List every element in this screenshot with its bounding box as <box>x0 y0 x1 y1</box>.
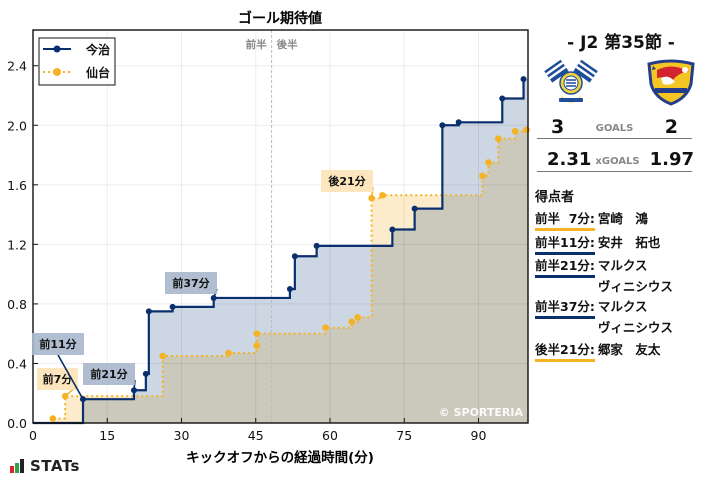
scorer-time: 前半11分: <box>535 232 595 255</box>
home-xg: 2.31 <box>547 149 592 170</box>
away-shot-marker <box>485 159 492 166</box>
away-shot-marker <box>523 126 530 134</box>
annotation-label: 前21分 <box>90 367 127 381</box>
x-tick-label: 75 <box>396 428 412 443</box>
x-tick-label: 90 <box>471 428 487 443</box>
scorer-item: 前半37分: マルクス ヴィニシウス <box>535 296 673 338</box>
away-goals: 2 <box>664 116 678 138</box>
first-half-label: 前半 <box>246 38 267 51</box>
match-summary-panel: - J2 第35節 - 3 GOALS 2 2.31 xGOALS <box>535 0 707 479</box>
away-xg: 1.97 <box>649 149 695 170</box>
away-shot-marker <box>159 352 166 360</box>
scorer-name: 郷家 友太 <box>597 342 661 357</box>
home-goals: 3 <box>551 116 565 138</box>
away-shot-marker <box>225 349 232 357</box>
legend-home-label: 今治 <box>85 42 110 57</box>
away-shot-marker <box>253 342 261 349</box>
y-tick-label: 0.8 <box>7 297 27 312</box>
round-title: - J2 第35節 - <box>567 33 675 53</box>
home-shot-marker <box>439 122 446 129</box>
away-shot-marker <box>379 191 386 199</box>
legend-away-marker <box>53 68 61 76</box>
away-shot-marker <box>495 135 502 142</box>
away-shot-marker <box>253 330 261 337</box>
scorer-item: 前半11分: 安井 拓也 <box>535 232 660 255</box>
goals-label: GOALS <box>595 123 634 134</box>
stats-brand-logo: STATs <box>10 457 80 475</box>
annotation-label: 前7分 <box>43 372 73 386</box>
scorer-item: 後半21分: 郷家 友太 <box>535 339 660 362</box>
annotation-leader <box>57 354 84 400</box>
annotation-box <box>32 333 84 355</box>
xg-chart: ゴール期待値 前半 後半 © SPORTERIA 0 15 30 45 60 75 90 0.0 0… <box>7 10 530 466</box>
axes: 0 15 30 45 60 75 90 0.0 0.4 0.8 1.2 1.6 2.0 2.4 <box>7 29 529 443</box>
scorer-item: 前半 7分: 宮崎 鴻 <box>535 208 648 231</box>
second-half-label: 後半 <box>276 38 298 51</box>
xgoals-row: 2.31 xGOALS 1.97 <box>537 146 694 172</box>
y-tick-label: 1.2 <box>7 237 27 252</box>
y-tick-label: 2.0 <box>7 118 27 133</box>
away-shot-marker <box>348 318 356 326</box>
scorer-time: 後半21分: <box>535 339 595 362</box>
annotation-box <box>83 363 135 385</box>
home-shot-marker <box>455 119 462 126</box>
scorer-name: 宮崎 鴻 <box>597 211 648 226</box>
watermark: © SPORTERIA <box>439 406 524 419</box>
annotation-label: 前11分 <box>39 337 76 351</box>
y-tick-label: 2.4 <box>7 59 27 74</box>
bar-chart-icon <box>10 459 25 473</box>
x-tick-label: 30 <box>174 428 190 443</box>
scorer-name: 安井 拓也 <box>597 235 661 250</box>
annotation-box <box>165 272 217 294</box>
away-shot-marker <box>322 324 329 332</box>
chart-title: ゴール期待値 <box>238 10 322 27</box>
plot-frame <box>32 29 529 424</box>
annotation-box <box>321 170 373 192</box>
home-shot-marker <box>145 308 152 315</box>
home-shot-marker <box>520 76 527 83</box>
scorer-time: 前半37分: <box>535 296 595 319</box>
annotation-label: 前37分 <box>172 276 209 290</box>
legend-home-marker <box>53 45 61 53</box>
home-shot-marker <box>169 303 176 310</box>
home-shot-marker <box>142 370 149 377</box>
scorer-time: 前半 7分: <box>535 208 595 231</box>
x-tick-label: 60 <box>322 428 338 443</box>
x-tick-label: 0 <box>29 428 37 443</box>
scorer-name: マルクス ヴィニシウス <box>597 258 673 294</box>
xgoals-label: xGOALS <box>595 156 640 167</box>
home-shot-marker <box>411 205 418 212</box>
goals-row: 3 GOALS 2 <box>537 114 692 139</box>
y-tick-label: 0.4 <box>7 356 27 371</box>
brand-name: STATs <box>30 457 80 475</box>
legend-away-label: 仙台 <box>86 65 110 80</box>
away-shot-marker <box>511 127 519 135</box>
away-shot-marker <box>49 415 57 422</box>
home-shot-marker <box>286 286 293 293</box>
x-axis-label: キックオフからの経過時間(分) <box>186 449 374 466</box>
x-tick-label: 15 <box>99 428 115 443</box>
away-shot-marker <box>354 314 362 321</box>
home-shot-marker <box>313 242 320 249</box>
home-shot-marker <box>389 226 396 233</box>
xg-step-chart: ゴール期待値 前半 後半© SPORTERIA 0 15 30 45 60 75 900.00… <box>7 10 530 466</box>
home-shot-marker <box>499 95 506 102</box>
annotation-label: 後21分 <box>328 174 365 188</box>
scorers-title: 得点者 <box>535 190 575 205</box>
scorer-name: マルクス ヴィニシウス <box>597 299 673 335</box>
y-tick-label: 1.6 <box>7 178 27 193</box>
scorer-time: 前半21分: <box>535 255 595 278</box>
x-tick-label: 45 <box>248 428 264 443</box>
y-tick-label: 0.0 <box>7 416 27 431</box>
legend-box <box>38 37 116 86</box>
home-shot-marker <box>291 253 298 260</box>
vegalta-crest-icon <box>647 59 695 106</box>
imabari-crest-icon <box>544 59 598 103</box>
scorer-item: 前半21分: マルクス ヴィニシウス <box>535 255 673 297</box>
away-shot-marker <box>479 172 486 180</box>
